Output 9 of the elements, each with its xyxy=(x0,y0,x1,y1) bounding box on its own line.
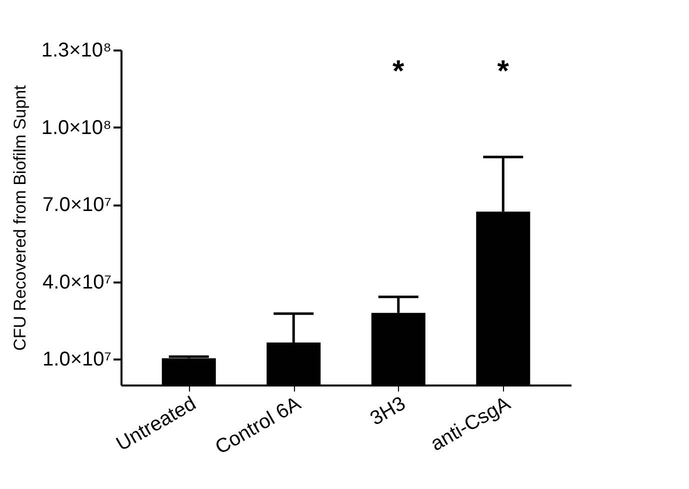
annotation: * xyxy=(497,55,510,88)
y-tick-label: 1.0×10⁷ xyxy=(42,348,112,371)
annotation: * xyxy=(392,55,405,88)
x-tick-label: 3H3 xyxy=(366,392,410,430)
y-tick-label: 1.0×10⁸ xyxy=(41,116,112,139)
y-axis-title: CFU Recovered from Biofilm Supnt xyxy=(10,84,30,351)
y-tick-label: 4.0×10⁷ xyxy=(42,271,112,294)
y-tick-label: 7.0×10⁷ xyxy=(42,194,112,216)
y-tick-label: 1.3×10⁸ xyxy=(41,40,112,62)
